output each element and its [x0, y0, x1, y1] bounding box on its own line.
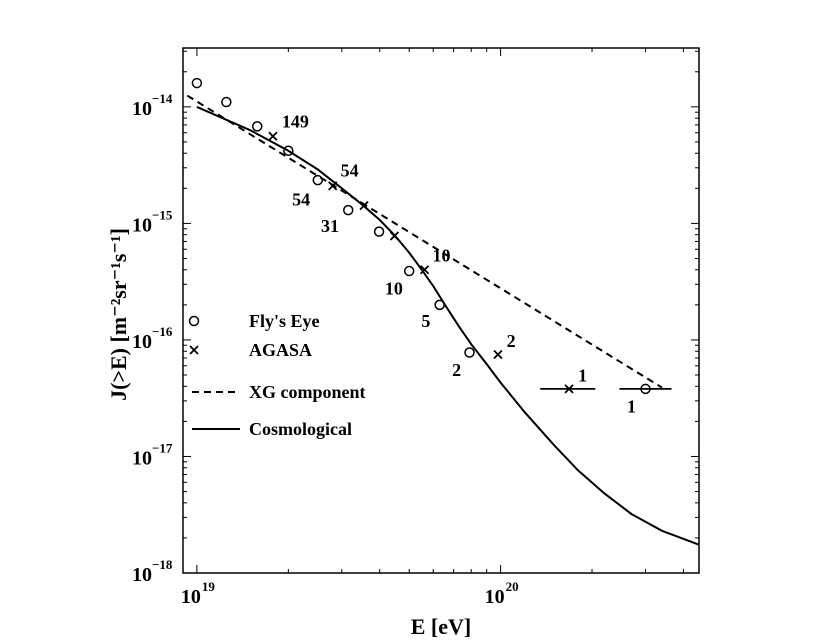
event-count-label: 2 [507, 331, 516, 351]
event-count-label: 149 [282, 112, 309, 132]
xg-component-line [186, 94, 663, 389]
plot-frame [182, 47, 700, 574]
flys-eye-point [464, 347, 475, 358]
x-tick-label: 10 [181, 586, 201, 608]
legend-cosmological-label: Cosmological [249, 419, 352, 439]
agasa-point-stroke [359, 201, 369, 211]
flys-eye-point [403, 265, 415, 277]
y-axis-title: J(>E) [m⁻²sr⁻¹s⁻¹] [106, 228, 131, 401]
y-tick-exponent: −16 [152, 324, 173, 339]
flys-eye-point [251, 121, 263, 132]
event-count-label: 5 [421, 311, 430, 331]
legend-agasa-label: AGASA [249, 340, 312, 360]
event-count-label: 31 [321, 216, 339, 236]
agasa-point [359, 201, 369, 211]
agasa-point [389, 231, 400, 241]
x-tick-exponent: 19 [202, 579, 216, 594]
agasa-point-stroke [328, 181, 338, 191]
y-tick-label: 10 [132, 214, 152, 236]
agasa-point-stroke [493, 349, 503, 360]
agasa-point [268, 131, 278, 141]
flys-eye-point [221, 96, 232, 108]
event-count-label: 54 [292, 189, 310, 209]
legend-agasa-marker [189, 345, 199, 355]
agasa-point [493, 349, 503, 360]
event-count-label: 10 [385, 278, 403, 298]
agasa-point [328, 181, 338, 191]
y-tick-exponent: −15 [152, 207, 173, 222]
event-count-label: 1 [627, 396, 636, 416]
agasa-point-stroke [268, 131, 278, 141]
agasa-point-stroke [419, 265, 430, 275]
flys-eye-point [283, 145, 294, 157]
event-count-label: 10 [432, 245, 450, 265]
flys-eye-point [434, 299, 445, 311]
event-count-label: 54 [341, 160, 359, 180]
flys-eye-point [312, 174, 324, 186]
legend-xg-label: XG component [249, 382, 366, 402]
y-tick-exponent: −17 [152, 440, 173, 455]
cosmological-line [196, 105, 699, 546]
event-count-label: 2 [452, 360, 461, 380]
y-tick-exponent: −14 [152, 91, 173, 106]
legend-agasa-stroke [189, 345, 199, 355]
agasa-point-stroke [389, 231, 400, 241]
y-tick-label: 10 [132, 447, 152, 469]
x-tick-label: 10 [485, 586, 505, 608]
legend-flys-eye-marker [188, 315, 200, 327]
y-tick-label: 10 [132, 331, 152, 353]
x-axis-title: E [eV] [411, 614, 471, 639]
event-count-label: 1 [578, 366, 587, 386]
flys-eye-point [191, 77, 203, 89]
y-tick-label: 10 [132, 98, 152, 120]
flys-eye-point [342, 204, 354, 216]
legend-flys-eye-label: Fly's Eye [249, 311, 320, 331]
agasa-point [419, 265, 430, 275]
flys-eye-point [373, 226, 385, 237]
y-tick-label: 10 [132, 564, 152, 586]
y-tick-exponent: −18 [152, 557, 173, 572]
x-tick-exponent: 20 [506, 579, 519, 594]
